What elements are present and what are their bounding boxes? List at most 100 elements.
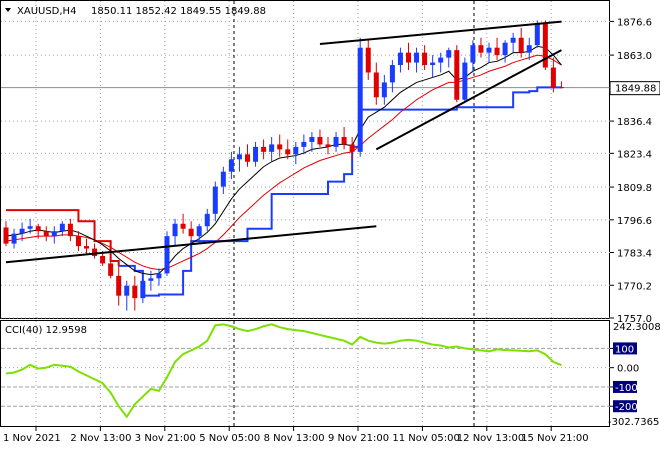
candle-body — [236, 154, 242, 160]
moving-averages — [5, 45, 562, 276]
candle-body — [494, 47, 500, 56]
candle-body — [75, 236, 81, 247]
candle-body — [164, 236, 170, 274]
candle-body — [446, 50, 452, 58]
cci-level-badge — [613, 400, 637, 413]
candle-body — [478, 45, 484, 53]
time-tick-label: 1 Nov 2021 — [3, 433, 61, 444]
candlesticks — [3, 20, 564, 311]
cci-panel — [0, 320, 610, 427]
candle-body — [140, 280, 146, 299]
time-tick-label: 15 Nov 21:00 — [521, 433, 588, 444]
candle-body — [365, 47, 371, 73]
candle-body — [124, 285, 130, 296]
candle-body — [558, 87, 564, 89]
time-tick-label: 12 Nov 13:00 — [457, 433, 524, 444]
price-tick-label: 1836.4 — [617, 117, 652, 128]
candle-body — [349, 144, 355, 152]
candle-body — [438, 57, 444, 63]
candle-body — [148, 278, 154, 281]
ma-slow-line — [5, 54, 562, 271]
grid — [1, 1, 610, 426]
price-tick-label: 1823.4 — [617, 149, 652, 160]
cci-max-label: 242.3008 — [613, 322, 660, 333]
candle-body — [341, 136, 347, 145]
candle-body — [100, 256, 106, 264]
cci-level-label: 0.00 — [617, 364, 639, 375]
candle-body — [253, 146, 259, 162]
current-price-label: 1849.88 — [615, 84, 656, 95]
current-price-badge — [609, 81, 660, 96]
symbol-label: XAUUSD,H4 — [17, 6, 76, 17]
candle-body — [325, 144, 331, 147]
candle-body — [188, 228, 194, 237]
candle-body — [132, 285, 138, 299]
trendline — [319, 20, 562, 45]
candle-body — [108, 263, 114, 276]
time-tick-label: 8 Nov 13:00 — [264, 433, 325, 444]
candle-body — [220, 171, 226, 187]
trailing-stop-lines — [6, 86, 562, 297]
candle-body — [526, 45, 532, 53]
candle-body — [373, 72, 379, 98]
candle-body — [59, 223, 65, 232]
cci-min-label: -302.7365 — [608, 417, 659, 428]
candle-body — [27, 226, 33, 229]
candle-body — [51, 231, 57, 237]
candle-body — [462, 62, 468, 100]
price-tick-label: 1863.0 — [617, 51, 652, 62]
candle-body — [261, 146, 267, 152]
price-axis: 1876.6 1863.0 1836.4 1823.4 1809.8 1796.6 1783… — [609, 17, 660, 325]
candle-body — [212, 186, 218, 214]
candle-body — [228, 159, 234, 172]
candle-body — [454, 50, 460, 100]
candle-body — [518, 37, 524, 53]
time-tick-label: 11 Nov 05:00 — [392, 433, 459, 444]
candle-body — [285, 149, 291, 155]
cci-level-badge — [613, 380, 637, 393]
ma-fast-line — [5, 45, 562, 276]
candle-body — [3, 227, 9, 244]
candle-body — [43, 231, 49, 237]
candle-body — [19, 228, 25, 234]
candle-body — [11, 233, 17, 244]
candle-body — [269, 144, 275, 152]
cci-indicator-label: CCI(40) 12.9598 — [5, 325, 87, 336]
candle-body — [534, 22, 540, 46]
candle-body — [293, 146, 299, 155]
candle-body — [510, 37, 516, 43]
price-tick-label: 1809.8 — [617, 183, 652, 194]
candle-body — [502, 42, 508, 56]
candle-body — [35, 226, 41, 232]
candle-body — [277, 144, 283, 150]
candle-body — [381, 82, 387, 98]
candle-body — [309, 136, 315, 142]
candle-body — [397, 52, 403, 66]
collapse-triangle-icon[interactable] — [5, 8, 11, 12]
cci-level-label: 100 — [615, 344, 634, 355]
time-tick-label: 3 Nov 21:00 — [135, 433, 196, 444]
time-axis: 1 Nov 2021 2 Nov 13:00 3 Nov 21:00 5 Nov 05… — [3, 427, 589, 444]
cci-axis: 242.3008 -302.7365 100 0.00 -100 -200 — [608, 322, 660, 428]
price-tick-label: 1770.2 — [617, 281, 652, 292]
candle-body — [92, 248, 98, 256]
candle-body — [422, 52, 428, 66]
cci-line — [5, 323, 562, 419]
candle-body — [84, 246, 89, 249]
candle-body — [406, 52, 411, 63]
candle-body — [196, 226, 202, 237]
candle-body — [414, 52, 420, 63]
candle-body — [204, 213, 210, 227]
trendline — [5, 225, 377, 264]
candle-body — [301, 141, 307, 147]
candle-body — [156, 273, 162, 279]
candle-body — [245, 154, 250, 162]
time-tick-label: 9 Nov 21:00 — [328, 433, 389, 444]
cci-series — [5, 323, 562, 419]
ohlc-readout: 1850.11 1852.42 1849.55 1849.88 — [91, 6, 266, 17]
candle-body — [486, 47, 492, 53]
candle-body — [317, 136, 323, 145]
candle-body — [542, 22, 548, 68]
trailing-stop-blue — [118, 86, 562, 297]
